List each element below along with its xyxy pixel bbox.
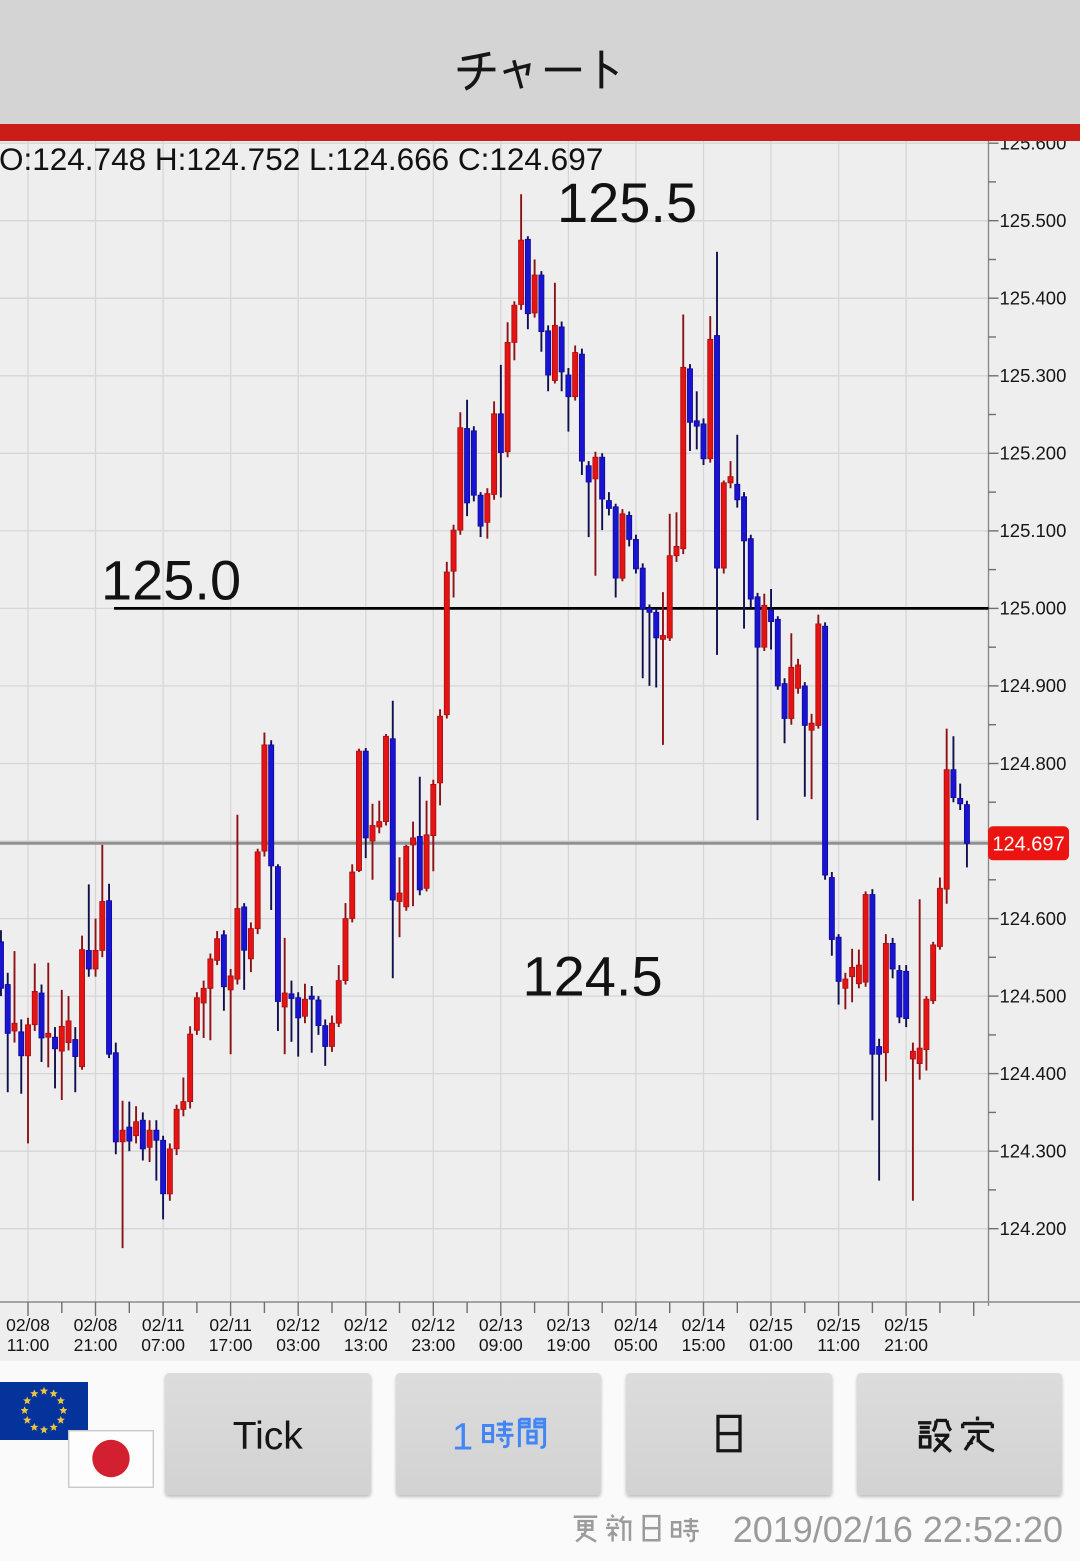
svg-text:19:00: 19:00 [547,1335,591,1355]
svg-text:17:00: 17:00 [209,1335,253,1355]
svg-text:02/14: 02/14 [614,1315,658,1335]
svg-text:21:00: 21:00 [74,1335,118,1355]
svg-text:O:124.748 H:124.752 L:124.666: O:124.748 H:124.752 L:124.666 C:124.697 [0,141,603,177]
svg-text:1: 1 [452,1417,473,1459]
svg-text:02/13: 02/13 [547,1315,591,1335]
svg-text:21:00: 21:00 [884,1335,928,1355]
svg-text:09:00: 09:00 [479,1335,523,1355]
svg-text:125.000: 125.000 [1000,598,1067,619]
svg-text:02/12: 02/12 [344,1315,388,1335]
svg-text:124.5: 124.5 [523,945,663,1008]
svg-text:124.500: 124.500 [1000,985,1067,1006]
svg-text:02/13: 02/13 [479,1315,523,1335]
svg-text:125.400: 125.400 [1000,288,1067,309]
svg-text:125.300: 125.300 [1000,365,1067,386]
svg-text:02/15: 02/15 [884,1315,928,1335]
svg-text:23:00: 23:00 [411,1335,455,1355]
svg-text:11:00: 11:00 [817,1335,860,1355]
svg-text:02/14: 02/14 [682,1315,726,1335]
svg-text:125.500: 125.500 [1000,210,1067,231]
svg-text:02/11: 02/11 [209,1315,252,1335]
svg-text:125.0: 125.0 [101,549,241,612]
svg-text:125.5: 125.5 [557,171,697,234]
svg-text:125.600: 125.600 [1000,141,1067,154]
svg-text:02/08: 02/08 [74,1315,118,1335]
svg-text:05:00: 05:00 [614,1335,658,1355]
svg-text:02/12: 02/12 [276,1315,320,1335]
svg-text:11:00: 11:00 [7,1335,50,1355]
svg-text:124.300: 124.300 [1000,1141,1067,1162]
svg-text:124.400: 124.400 [1000,1063,1067,1084]
svg-text:01:00: 01:00 [749,1335,793,1355]
svg-text:2019/02/16 22:52:20: 2019/02/16 22:52:20 [733,1511,1063,1550]
svg-text:02/15: 02/15 [817,1315,861,1335]
svg-text:124.900: 124.900 [1000,675,1067,696]
svg-text:02/08: 02/08 [6,1315,50,1335]
svg-text:125.100: 125.100 [1000,520,1067,541]
svg-text:124.800: 124.800 [1000,753,1067,774]
svg-text:03:00: 03:00 [276,1335,320,1355]
svg-text:02/12: 02/12 [411,1315,455,1335]
svg-text:124.600: 124.600 [1000,908,1067,929]
svg-text:124.697: 124.697 [992,833,1064,855]
svg-text:07:00: 07:00 [141,1335,185,1355]
svg-text:02/15: 02/15 [749,1315,793,1335]
svg-text:125.200: 125.200 [1000,443,1067,464]
svg-text:02/11: 02/11 [142,1315,185,1335]
svg-text:124.200: 124.200 [1000,1218,1067,1239]
svg-text:15:00: 15:00 [682,1335,726,1355]
svg-text:13:00: 13:00 [344,1335,388,1355]
